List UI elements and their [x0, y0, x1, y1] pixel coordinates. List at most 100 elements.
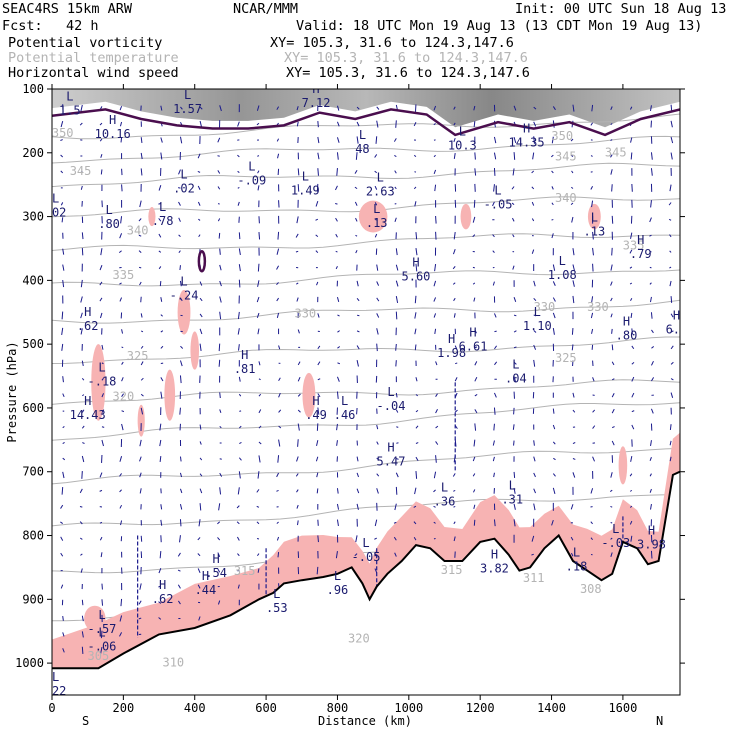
high-low-marker: L	[459, 125, 466, 139]
high-low-value: .96	[327, 583, 349, 597]
high-low-marker: H	[623, 315, 630, 329]
wind-vector	[533, 440, 535, 446]
wind-vector	[276, 248, 280, 255]
wind-vector	[650, 440, 652, 446]
wind-vector	[138, 250, 142, 254]
wind-vector	[178, 187, 181, 189]
high-low-value: 10.16	[95, 127, 131, 141]
high-low-marker: L	[98, 361, 105, 375]
wind-vector	[81, 646, 84, 655]
wind-vector	[62, 248, 65, 255]
wind-vector	[494, 361, 498, 366]
high-low-value: .79	[630, 247, 652, 261]
wind-vector	[552, 297, 556, 302]
wind-vector	[435, 215, 437, 224]
wind-vector	[217, 568, 221, 573]
wind-vector	[315, 218, 319, 221]
wind-vector	[592, 425, 596, 429]
wind-vector	[414, 487, 417, 495]
wind-vector	[493, 519, 496, 527]
wind-vector	[140, 345, 144, 349]
high-low-marker: L	[98, 608, 105, 622]
wind-vector	[337, 314, 340, 317]
pv-contour-closed	[197, 249, 207, 273]
wind-vector	[453, 122, 456, 126]
wind-vector	[256, 505, 260, 508]
wind-vector	[433, 169, 437, 175]
wind-vector	[199, 488, 203, 494]
wind-vector	[435, 425, 439, 429]
pv-blob	[137, 404, 145, 437]
terrain-fill	[52, 471, 680, 695]
wind-vector	[610, 297, 613, 302]
wind-vector	[140, 407, 144, 415]
wind-vector	[669, 440, 672, 446]
wind-vector	[297, 168, 300, 176]
wind-vector	[611, 344, 614, 351]
wind-vector	[238, 393, 242, 397]
wind-vector	[631, 376, 635, 382]
wind-vector	[354, 553, 358, 557]
wind-vector	[177, 584, 181, 589]
wind-vector	[296, 504, 299, 509]
wind-vector	[572, 392, 575, 398]
wind-vector	[513, 330, 517, 333]
wind-vector	[473, 199, 476, 208]
wind-vector	[257, 328, 260, 335]
high-low-marker: L	[559, 254, 566, 268]
wind-vector	[198, 234, 201, 238]
wind-vector	[179, 504, 183, 510]
wind-vector	[82, 394, 85, 397]
wind-vector	[394, 154, 397, 157]
wind-vector	[158, 568, 162, 574]
wind-vector	[101, 377, 104, 381]
wind-vector	[552, 106, 556, 111]
wind-vector	[531, 553, 534, 556]
wind-vector	[512, 234, 515, 238]
theta-label: 320	[348, 632, 370, 646]
high-low-value: -.03	[601, 536, 630, 550]
wind-vector	[533, 344, 537, 350]
wind-vector	[237, 584, 240, 589]
wind-vector	[238, 425, 242, 429]
wind-vector	[297, 184, 300, 192]
high-low-marker: L	[159, 200, 166, 214]
wind-vector	[101, 409, 105, 413]
wind-vectors	[60, 104, 674, 655]
wind-vector	[138, 218, 142, 222]
wind-vector	[552, 312, 556, 319]
wind-vector	[651, 377, 655, 382]
wind-vector	[60, 521, 63, 524]
wind-vector	[336, 296, 340, 303]
wind-vector	[317, 313, 320, 318]
high-low-marker: L	[612, 522, 619, 536]
wind-vector	[120, 137, 123, 143]
wind-vector	[139, 281, 142, 286]
high-low-value: 1.49	[291, 183, 320, 197]
wind-vector	[611, 361, 615, 366]
high-low-value: .80	[98, 217, 120, 231]
wind-vector	[572, 295, 575, 304]
wind-vector	[335, 233, 338, 238]
wind-vector	[393, 521, 397, 524]
high-low-value: .80	[616, 329, 638, 343]
wind-vector	[610, 264, 613, 271]
wind-vector	[121, 410, 125, 413]
wind-vector	[178, 169, 181, 175]
wind-vector	[140, 168, 143, 176]
wind-vector	[62, 426, 65, 429]
wind-vector	[317, 393, 321, 398]
theta-label: 310	[162, 655, 184, 669]
wind-vector	[454, 345, 458, 350]
wind-vector	[79, 488, 83, 494]
high-low-value: 1.08	[548, 268, 577, 282]
wind-vector	[631, 328, 633, 335]
wind-vector	[669, 250, 672, 253]
wind-vector	[513, 376, 517, 383]
wind-vector	[81, 471, 83, 479]
wind-vector	[455, 362, 458, 365]
wind-vector	[317, 120, 319, 128]
high-low-value: -.18	[88, 375, 117, 389]
wind-vector	[336, 137, 340, 143]
wind-vector	[120, 216, 123, 224]
